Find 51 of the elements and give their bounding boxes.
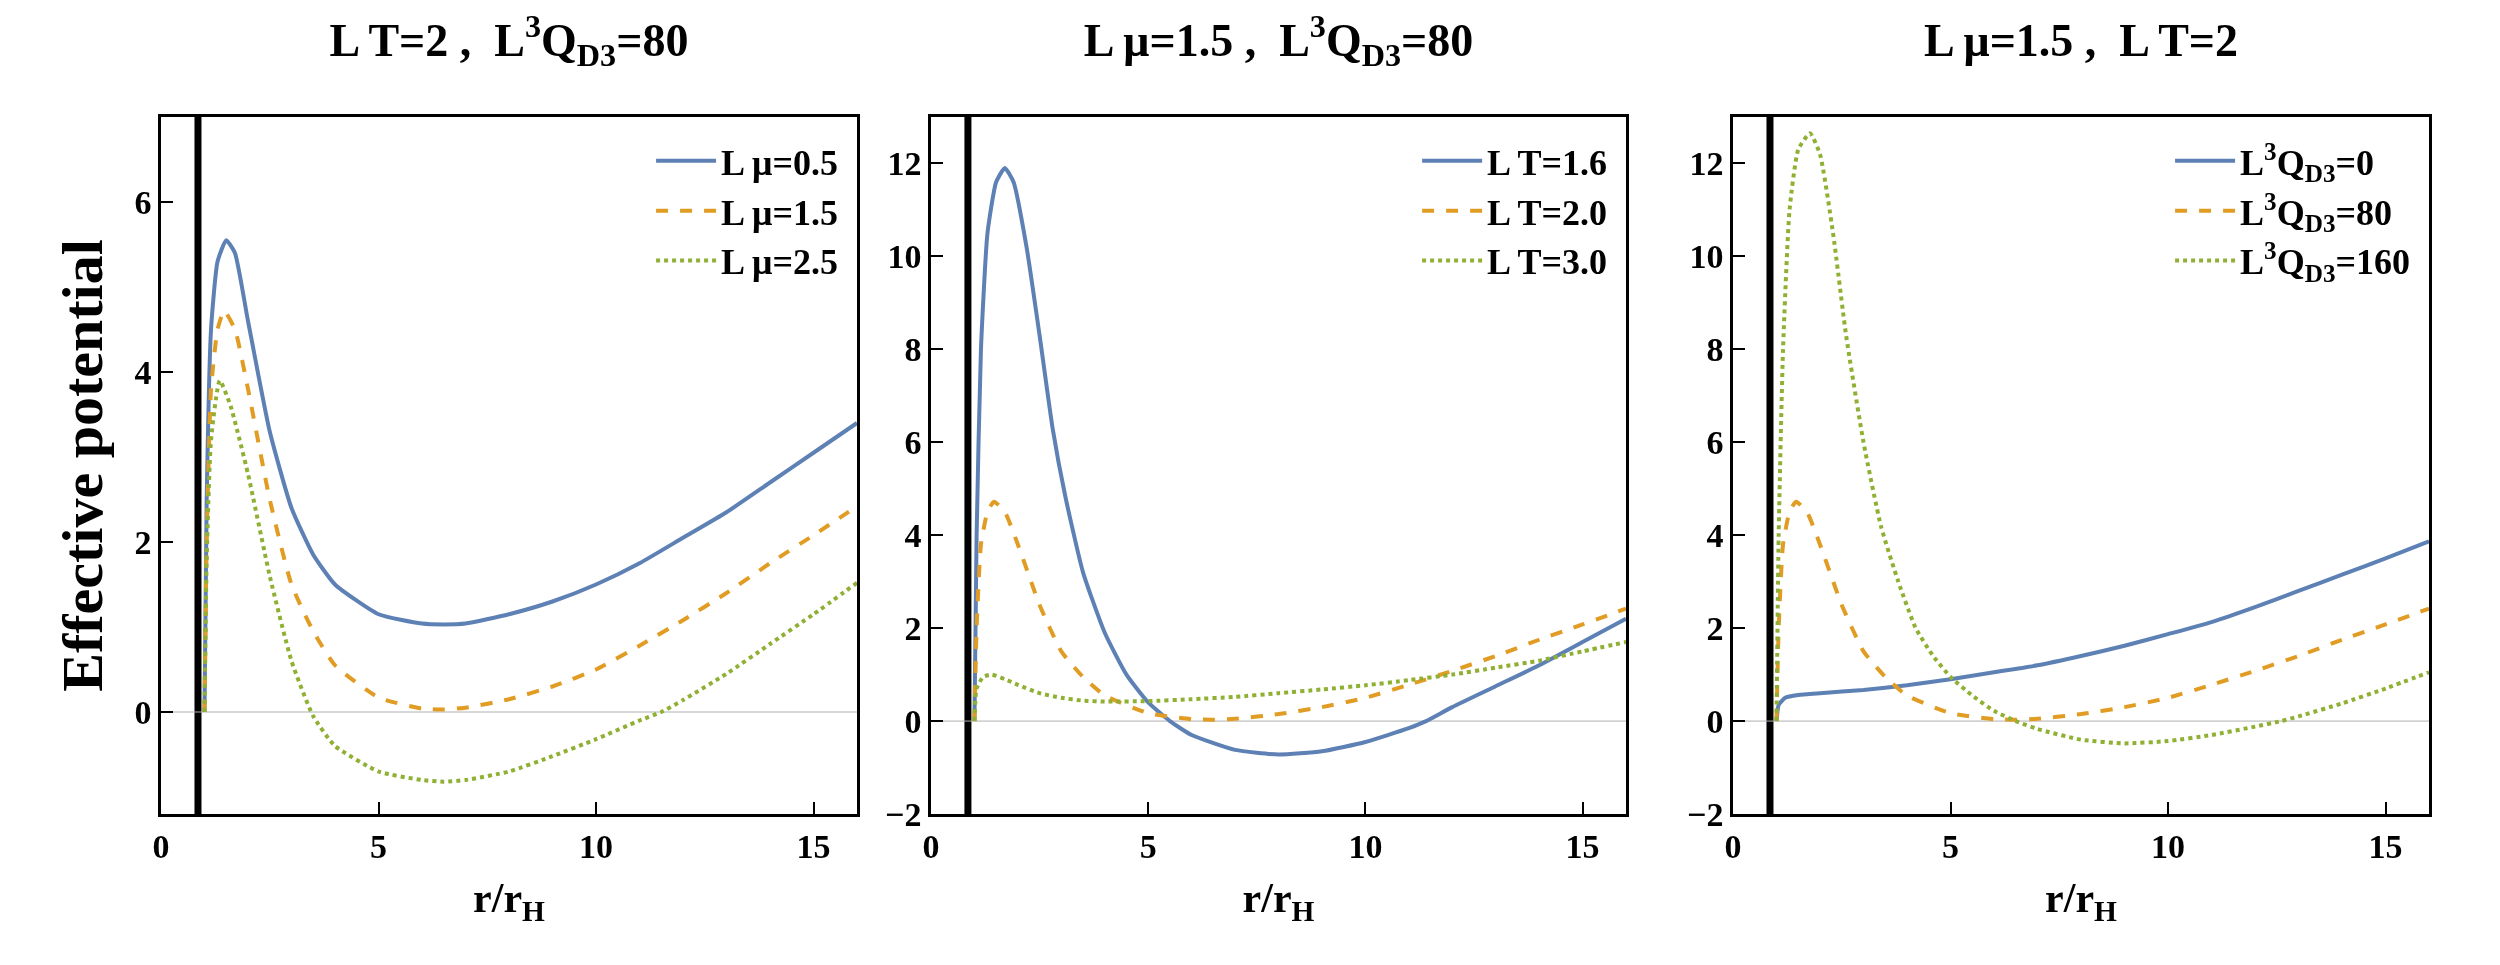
- legend-label: L T=2.0: [1487, 192, 1608, 233]
- legend-label: L$^{3}$Q$_{D3}$=0: [2240, 137, 2375, 188]
- y-tick-label: 6: [134, 183, 152, 221]
- x-axis-title: r/r$_{H}$: [2045, 875, 2118, 928]
- y-tick-label: 4: [1706, 517, 1724, 555]
- y-axis-title: Effective potential: [49, 239, 115, 692]
- y-tick-label: −2: [885, 795, 922, 833]
- x-axis-title: r/r$_{H}$: [473, 875, 546, 928]
- x-tick-label: 15: [2368, 827, 2403, 865]
- chart-title: L μ=1.5 , L$^{3}$Q$_{D3}$=80: [1083, 8, 1474, 73]
- y-tick-label: 0: [134, 693, 152, 731]
- line-series: [1774, 539, 2429, 724]
- line-series: [1774, 131, 2429, 746]
- x-axis-title: r/r$_{H}$: [1242, 875, 1315, 928]
- legend-label: L μ=2.5: [721, 242, 839, 283]
- chart-title: L μ=1.5 , L T=2: [1923, 15, 2239, 67]
- x-tick-label: 10: [579, 827, 613, 865]
- y-tick-label: 8: [904, 331, 922, 369]
- y-tick-label: −2: [1687, 795, 1724, 833]
- x-tick-label: 10: [2151, 827, 2185, 865]
- x-tick-label: 10: [1348, 827, 1383, 865]
- line-series: [1774, 499, 2429, 724]
- y-tick-label: 6: [904, 424, 922, 462]
- y-tick-label: 0: [1706, 702, 1724, 740]
- y-tick-label: 4: [904, 517, 922, 555]
- legend-label: L T=3.0: [1487, 242, 1608, 283]
- y-tick-label: 10: [887, 238, 922, 276]
- y-tick-label: 2: [134, 523, 152, 561]
- legend-label: L$^{3}$Q$_{D3}$=80: [2240, 187, 2393, 238]
- x-tick-label: 5: [1139, 827, 1157, 865]
- y-tick-label: 0: [904, 702, 922, 740]
- y-tick-label: 10: [1689, 238, 1724, 276]
- chart-title: L T=2 , L$^{3}$Q$_{D3}$=80: [329, 8, 689, 73]
- y-tick-label: 12: [887, 145, 922, 183]
- y-tick-label: 12: [1689, 145, 1724, 183]
- line-series: [972, 499, 1626, 724]
- legend-label: L T=1.6: [1487, 142, 1608, 183]
- x-tick-label: 15: [1565, 827, 1600, 865]
- y-tick-label: 8: [1706, 331, 1724, 369]
- y-tick-label: 6: [1706, 424, 1724, 462]
- legend-label: L μ=0.5: [721, 142, 839, 183]
- x-tick-label: 15: [796, 827, 831, 865]
- legend-label: L μ=1.5: [721, 192, 839, 233]
- line-series: [202, 378, 857, 784]
- x-tick-label: 5: [370, 827, 387, 865]
- line-series: [972, 640, 1626, 724]
- legend-label: L$^{3}$Q$_{D3}$=160: [2240, 237, 2411, 288]
- y-tick-label: 2: [904, 610, 922, 648]
- y-tick-label: 4: [134, 353, 152, 391]
- x-tick-label: 5: [1942, 827, 1959, 865]
- y-tick-label: 2: [1706, 610, 1724, 648]
